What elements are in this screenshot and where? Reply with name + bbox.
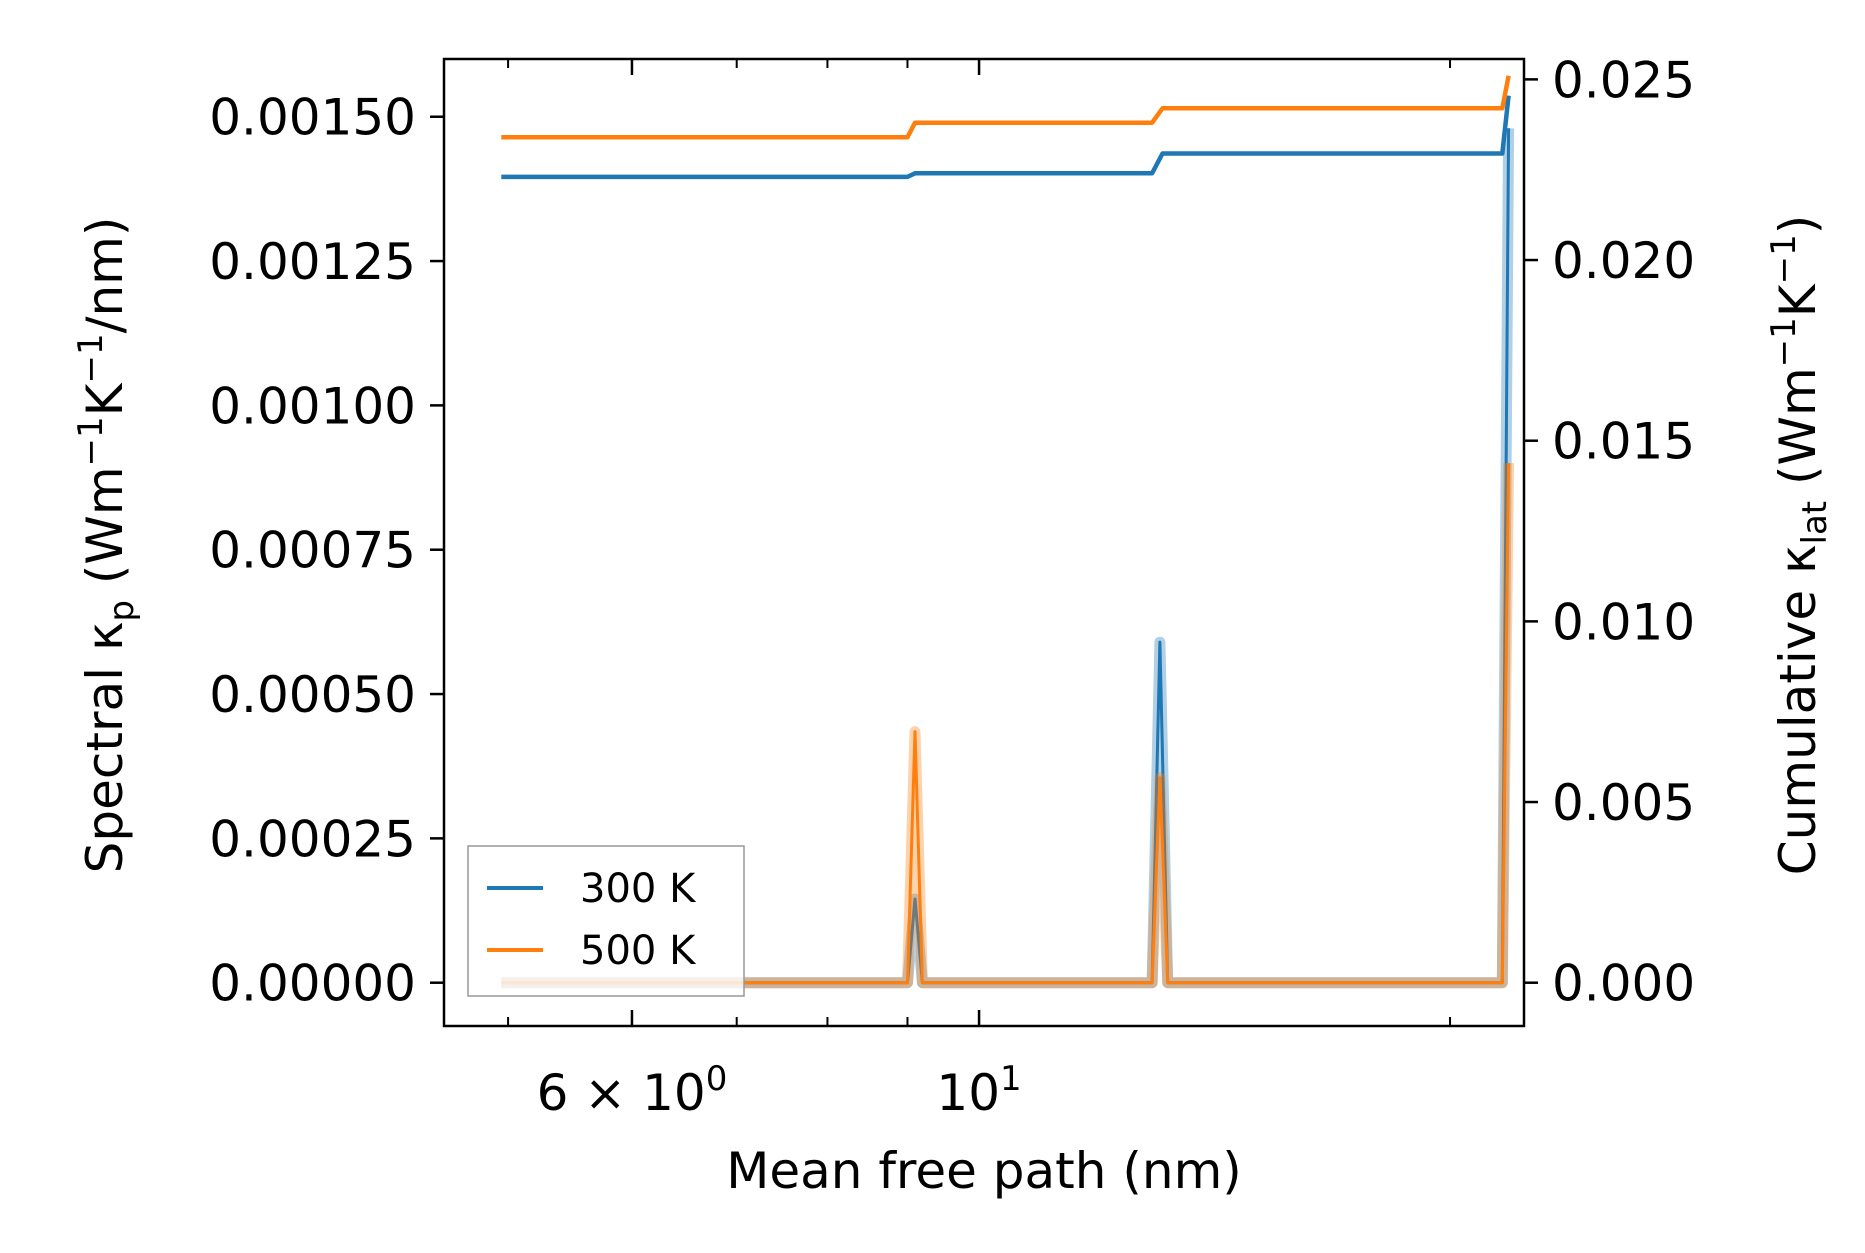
legend-label-500k: 500 K [580, 928, 697, 974]
y-left-tick-label: 0.00050 [209, 666, 416, 724]
x-axis-label: Mean free path (nm) [726, 1142, 1242, 1200]
y-left-tick-label: 0.00000 [209, 955, 416, 1013]
y-axis-label-right: Cumulative κlat (Wm−1K−1) [1764, 215, 1835, 875]
y-left-tick-label: 0.00125 [209, 233, 416, 291]
spectral-line-500k [501, 463, 1511, 985]
y-left-tick-label: 0.00100 [209, 377, 416, 435]
y-left-tick-label: 0.00150 [209, 89, 416, 147]
y-axis-label-left: Spectral κp (Wm−1K−1/nm) [71, 217, 142, 874]
y-right-tick-label: 0.015 [1552, 413, 1695, 471]
y-left-tick-label: 0.00075 [209, 522, 416, 580]
legend-label-300k: 300 K [580, 866, 697, 912]
y-left-tick-label: 0.00025 [209, 810, 416, 868]
y-right-tick-label: 0.000 [1552, 955, 1695, 1013]
y-right-tick-label: 0.005 [1552, 774, 1695, 832]
cumulative-line-500k [501, 75, 1511, 140]
y-right-tick-label: 0.020 [1552, 232, 1695, 290]
legend-box [467, 845, 745, 997]
legend: 300 K 500 K [467, 845, 745, 997]
cumulative-line-300k [501, 95, 1511, 180]
x-tick-label: 6 × 100 [537, 1059, 728, 1122]
y-right-tick-label: 0.010 [1552, 593, 1695, 651]
x-tick-label: 101 [936, 1059, 1021, 1122]
y-right-tick-label: 0.025 [1552, 51, 1695, 109]
plot-frame [442, 57, 1526, 1028]
